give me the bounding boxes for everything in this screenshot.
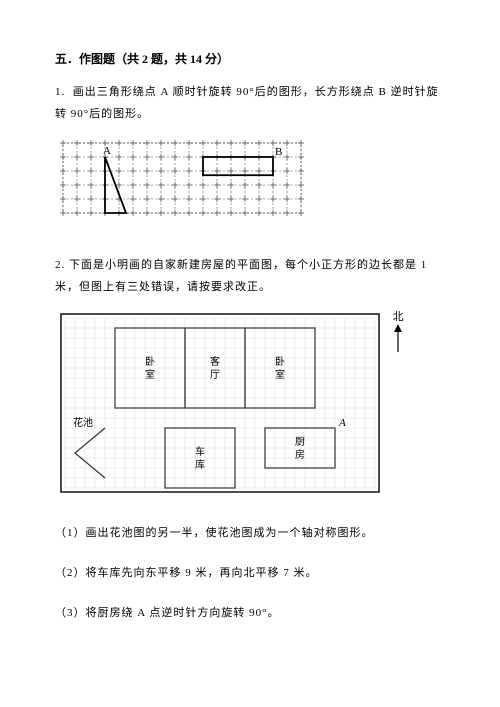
figure-2: 卧室客厅卧室车库厨房A花池 [55,308,385,498]
north-arrow-icon [391,324,405,354]
svg-text:厅: 厅 [210,370,220,381]
svg-text:卧: 卧 [275,355,285,368]
sub-question-1: （1）画出花池图的另一半，使花池图成为一个轴对称图形。 [55,522,445,544]
svg-text:A: A [338,417,346,429]
svg-text:厨: 厨 [295,436,305,448]
svg-text:卧: 卧 [145,355,155,368]
q2-num: 2. [55,259,65,271]
north-label: 北 [391,308,405,324]
svg-text:室: 室 [275,368,285,381]
sub-question-2: （2）将车库先向东平移 9 米，再向北平移 7 米。 [55,562,445,584]
svg-text:车: 车 [195,445,205,458]
svg-text:客: 客 [210,355,220,368]
figure-1: AB [55,135,445,230]
svg-text:房: 房 [295,448,305,461]
svg-text:室: 室 [145,368,155,381]
section-title: 五．作图题（共 2 题，共 14 分） [55,50,445,67]
svg-text:B: B [275,146,282,158]
figure-2-wrap: 卧室客厅卧室车库厨房A花池 北 [55,308,445,498]
q1-num: 1. [55,86,65,98]
north-indicator: 北 [391,308,405,357]
question-2: 2. 下面是小明画的自家新建房屋的平面图，每个小正方形的边长都是 1 米，但图上… [55,254,445,298]
svg-text:花池: 花池 [73,416,93,429]
q1-text: 画出三角形绕点 A 顺时针旋转 90°后的图形，长方形绕点 B 逆时针旋转 90… [55,86,439,120]
svg-text:A: A [103,145,111,157]
sub-question-3: （3）将厨房绕 A 点逆时针方向旋转 90°。 [55,602,445,624]
q2-text: 下面是小明画的自家新建房屋的平面图，每个小正方形的边长都是 1 米，但图上有三处… [55,259,427,293]
svg-text:库: 库 [195,458,205,471]
question-1: 1. 画出三角形绕点 A 顺时针旋转 90°后的图形，长方形绕点 B 逆时针旋转… [55,81,445,125]
